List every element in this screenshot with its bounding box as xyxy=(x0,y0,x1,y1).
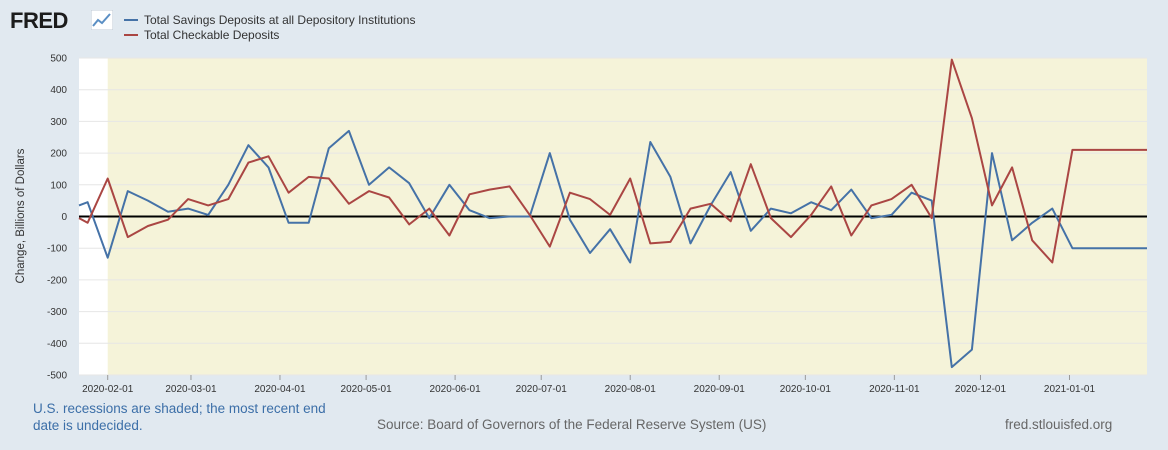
y-tick-label: 200 xyxy=(50,149,67,160)
y-axis-label: Change, Billions of Dollars xyxy=(15,148,27,283)
x-tick-label: 2020-02-01 xyxy=(82,384,134,395)
y-tick-label: -300 xyxy=(47,307,67,318)
fred-logo[interactable]: FRED xyxy=(10,8,68,33)
chart-legend: Total Savings Deposits at all Depository… xyxy=(124,12,415,42)
x-tick-label: 2021-01-01 xyxy=(1044,384,1096,395)
x-tick-label: 2020-10-01 xyxy=(780,384,832,395)
x-tick-label: 2020-07-01 xyxy=(516,384,568,395)
line-chart: -500 -400 -300 -200 -100 0 100 200 300 400 500 202… xyxy=(15,54,1147,395)
x-tick-label: 2020-08-01 xyxy=(605,384,657,395)
x-tick-label: 2020-06-01 xyxy=(430,384,482,395)
y-tick-label: 500 xyxy=(50,54,67,65)
x-tick-label: 2020-09-01 xyxy=(694,384,746,395)
trend-line-icon xyxy=(91,10,113,30)
series-line-checkable[interactable] xyxy=(78,58,1147,264)
recession-note: U.S. recessions are shaded; the most rec… xyxy=(33,401,326,433)
x-axis-ticks: 2020-02-01 2020-03-01 2020-04-01 2020-05-01… xyxy=(82,375,1095,395)
x-tick-label: 2020-03-01 xyxy=(165,384,217,395)
y-tick-label: 0 xyxy=(61,212,67,223)
source-note: Source: Board of Governors of the Federa… xyxy=(377,417,767,432)
y-axis-ticks: -500 -400 -300 -200 -100 0 100 200 300 400 500 xyxy=(47,54,67,382)
legend-item-checkable[interactable]: Total Checkable Deposits xyxy=(124,27,415,42)
y-tick-label: -200 xyxy=(47,275,67,286)
y-tick-label: 300 xyxy=(50,117,67,128)
legend-swatch-blue xyxy=(124,18,138,21)
x-tick-label: 2020-05-01 xyxy=(341,384,393,395)
legend-label: Total Checkable Deposits xyxy=(144,27,280,42)
legend-swatch-red xyxy=(124,33,138,36)
y-tick-label: -100 xyxy=(47,244,67,255)
legend-item-savings[interactable]: Total Savings Deposits at all Depository… xyxy=(124,12,415,27)
y-tick-label: -400 xyxy=(47,339,67,350)
series-line-savings[interactable] xyxy=(78,129,1147,369)
series-layer xyxy=(78,58,1147,369)
legend-label: Total Savings Deposits at all Depository… xyxy=(144,12,416,27)
y-tick-label: 100 xyxy=(50,180,67,191)
site-link[interactable]: fred.stlouisfed.org xyxy=(1005,417,1113,432)
x-tick-label: 2020-04-01 xyxy=(254,384,306,395)
x-tick-label: 2020-11-01 xyxy=(869,384,920,395)
y-tick-label: 400 xyxy=(50,85,67,96)
y-tick-label: -500 xyxy=(47,371,67,382)
x-tick-label: 2020-12-01 xyxy=(955,384,1007,395)
grid-lines xyxy=(79,57,1147,376)
